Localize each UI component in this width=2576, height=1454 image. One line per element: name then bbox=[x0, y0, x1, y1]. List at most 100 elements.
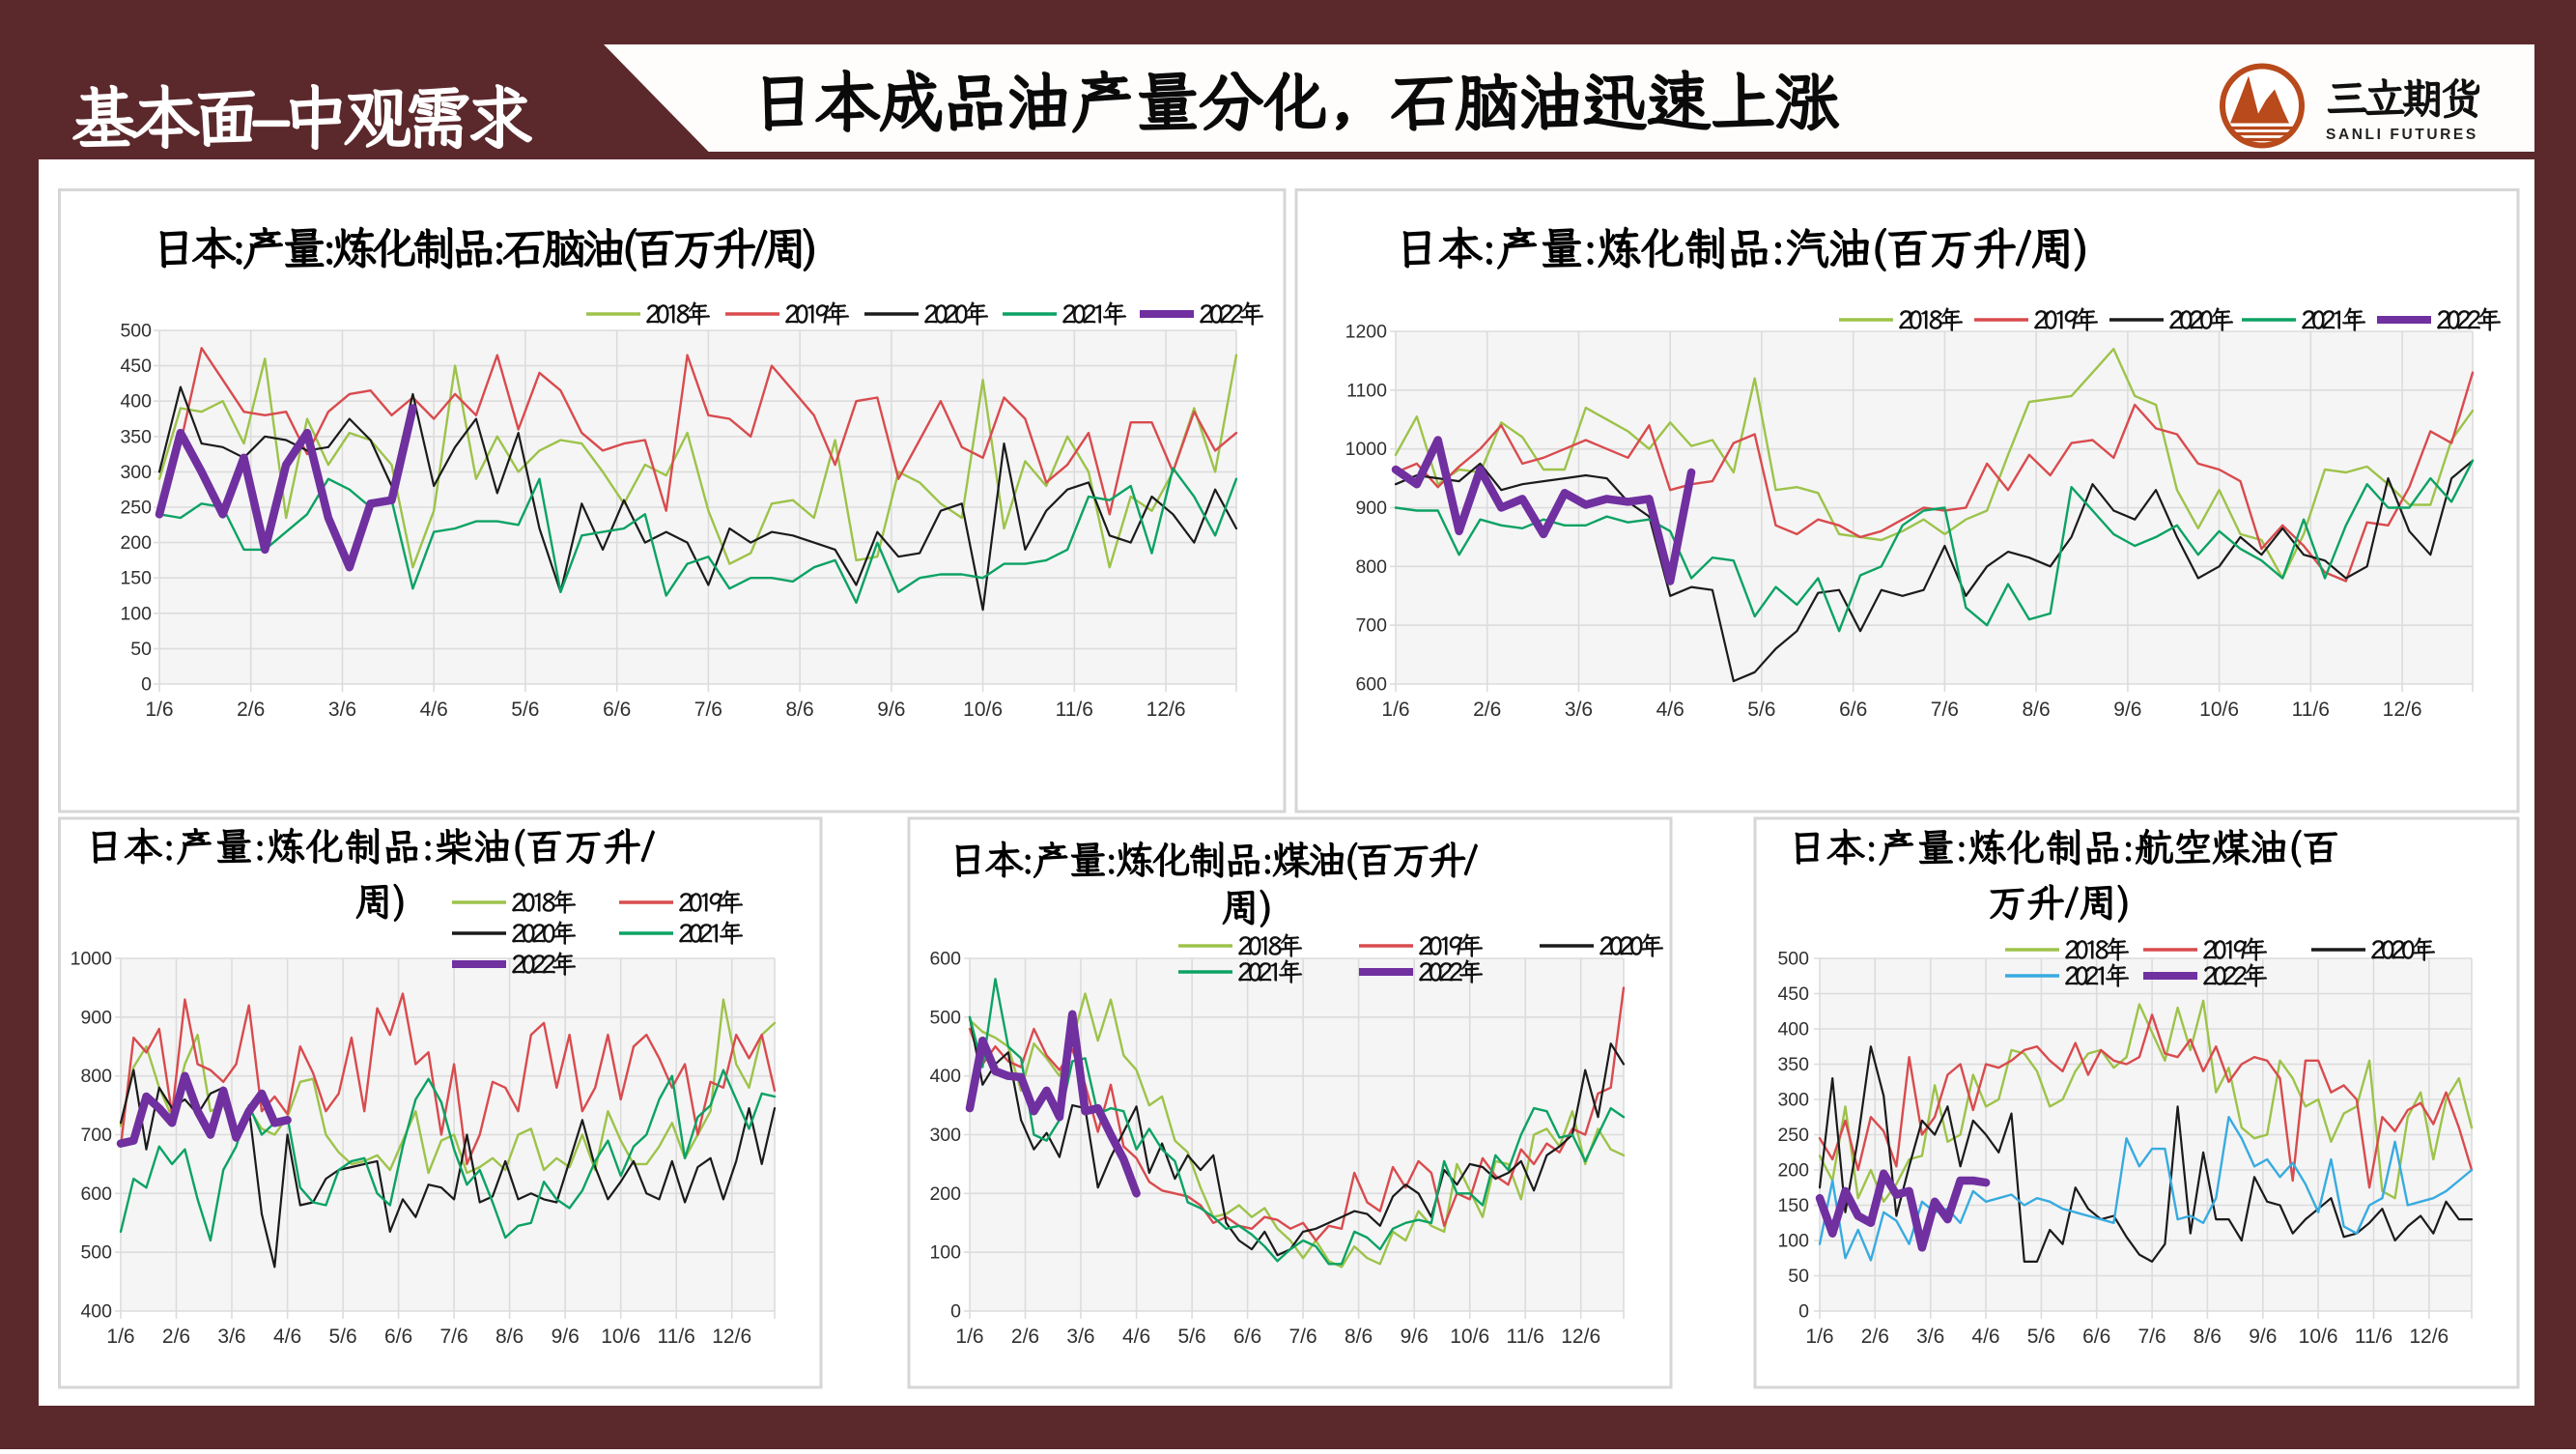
svg-text:2/6: 2/6 bbox=[1473, 698, 1501, 721]
svg-text:250: 250 bbox=[120, 498, 152, 519]
svg-text:1100: 1100 bbox=[1346, 380, 1387, 401]
svg-text:250: 250 bbox=[1777, 1125, 1809, 1146]
svg-text:7/6: 7/6 bbox=[694, 698, 722, 721]
svg-text:150: 150 bbox=[120, 568, 152, 589]
svg-text:200: 200 bbox=[929, 1183, 961, 1205]
svg-text:50: 50 bbox=[1788, 1266, 1809, 1287]
svg-text:10/6: 10/6 bbox=[2199, 698, 2239, 721]
svg-text:7/6: 7/6 bbox=[1931, 698, 1959, 721]
svg-text:2/6: 2/6 bbox=[162, 1326, 190, 1348]
svg-text:900: 900 bbox=[1355, 498, 1387, 519]
svg-text:500: 500 bbox=[929, 1007, 961, 1028]
svg-text:600: 600 bbox=[1355, 674, 1387, 696]
svg-text:1200: 1200 bbox=[1345, 322, 1388, 343]
svg-text:6/6: 6/6 bbox=[2082, 1326, 2110, 1348]
svg-text:9/6: 9/6 bbox=[552, 1326, 580, 1348]
svg-text:3/6: 3/6 bbox=[1066, 1326, 1094, 1348]
svg-text:12/6: 12/6 bbox=[712, 1326, 751, 1348]
svg-text:3/6: 3/6 bbox=[1916, 1326, 1944, 1348]
svg-text:1/6: 1/6 bbox=[145, 698, 173, 721]
svg-text:3/6: 3/6 bbox=[217, 1326, 245, 1348]
svg-text:350: 350 bbox=[120, 426, 152, 447]
svg-text:700: 700 bbox=[1355, 615, 1387, 637]
svg-text:3/6: 3/6 bbox=[1565, 698, 1593, 721]
svg-text:700: 700 bbox=[80, 1125, 112, 1146]
svg-text:8/6: 8/6 bbox=[1345, 1326, 1373, 1348]
svg-text:SANLI FUTURES: SANLI FUTURES bbox=[2326, 127, 2478, 143]
svg-text:8/6: 8/6 bbox=[495, 1326, 524, 1348]
svg-text:2/6: 2/6 bbox=[237, 698, 265, 721]
svg-text:4/6: 4/6 bbox=[273, 1326, 301, 1348]
svg-text:8/6: 8/6 bbox=[785, 698, 813, 721]
svg-text:400: 400 bbox=[80, 1301, 112, 1323]
svg-text:100: 100 bbox=[1777, 1231, 1809, 1252]
svg-text:5/6: 5/6 bbox=[328, 1326, 356, 1348]
svg-text:10/6: 10/6 bbox=[601, 1326, 640, 1348]
svg-text:450: 450 bbox=[120, 356, 152, 377]
svg-text:4/6: 4/6 bbox=[1971, 1326, 1999, 1348]
svg-text:5/6: 5/6 bbox=[1747, 698, 1775, 721]
svg-text:800: 800 bbox=[1355, 556, 1387, 578]
svg-text:0: 0 bbox=[1798, 1301, 1809, 1323]
svg-text:400: 400 bbox=[120, 391, 152, 413]
svg-text:150: 150 bbox=[1777, 1195, 1809, 1216]
svg-text:11/6: 11/6 bbox=[658, 1326, 695, 1348]
svg-text:450: 450 bbox=[1777, 984, 1809, 1005]
svg-text:12/6: 12/6 bbox=[1146, 698, 1186, 721]
svg-text:4/6: 4/6 bbox=[1122, 1326, 1150, 1348]
svg-text:1/6: 1/6 bbox=[106, 1326, 134, 1348]
svg-text:4/6: 4/6 bbox=[1656, 698, 1684, 721]
svg-text:500: 500 bbox=[1777, 949, 1809, 970]
svg-text:9/6: 9/6 bbox=[1401, 1326, 1429, 1348]
svg-text:1/6: 1/6 bbox=[1381, 698, 1409, 721]
svg-text:12/6: 12/6 bbox=[2409, 1326, 2449, 1348]
svg-text:800: 800 bbox=[80, 1066, 112, 1087]
svg-text:300: 300 bbox=[120, 462, 152, 483]
svg-text:6/6: 6/6 bbox=[603, 698, 631, 721]
svg-text:600: 600 bbox=[929, 949, 961, 970]
svg-text:350: 350 bbox=[1777, 1054, 1809, 1075]
svg-text:500: 500 bbox=[80, 1242, 112, 1264]
svg-text:100: 100 bbox=[120, 603, 152, 624]
svg-text:600: 600 bbox=[80, 1183, 112, 1205]
svg-text:10/6: 10/6 bbox=[963, 698, 1003, 721]
svg-text:7/6: 7/6 bbox=[439, 1326, 467, 1348]
svg-text:8/6: 8/6 bbox=[2194, 1326, 2222, 1348]
svg-text:11/6: 11/6 bbox=[2355, 1326, 2392, 1348]
svg-text:2/6: 2/6 bbox=[1011, 1326, 1039, 1348]
svg-text:300: 300 bbox=[1777, 1090, 1809, 1111]
svg-text:4/6: 4/6 bbox=[420, 698, 448, 721]
svg-text:2/6: 2/6 bbox=[1861, 1326, 1889, 1348]
svg-text:1/6: 1/6 bbox=[1805, 1326, 1833, 1348]
svg-text:11/6: 11/6 bbox=[1507, 1326, 1544, 1348]
svg-text:10/6: 10/6 bbox=[2299, 1326, 2338, 1348]
svg-text:6/6: 6/6 bbox=[1233, 1326, 1261, 1348]
svg-text:1/6: 1/6 bbox=[955, 1326, 983, 1348]
svg-text:9/6: 9/6 bbox=[2249, 1326, 2277, 1348]
svg-text:7/6: 7/6 bbox=[2137, 1326, 2166, 1348]
svg-text:8/6: 8/6 bbox=[2022, 698, 2050, 721]
svg-text:300: 300 bbox=[929, 1125, 961, 1146]
svg-text:200: 200 bbox=[1777, 1160, 1809, 1182]
svg-text:100: 100 bbox=[929, 1242, 961, 1264]
svg-text:1000: 1000 bbox=[1345, 439, 1388, 460]
svg-text:1000: 1000 bbox=[71, 949, 113, 970]
svg-text:5/6: 5/6 bbox=[511, 698, 539, 721]
svg-text:0: 0 bbox=[141, 674, 152, 696]
svg-text:11/6: 11/6 bbox=[1056, 698, 1093, 721]
svg-text:500: 500 bbox=[120, 321, 152, 342]
svg-text:3/6: 3/6 bbox=[328, 698, 356, 721]
svg-text:400: 400 bbox=[1777, 1019, 1809, 1041]
svg-text:5/6: 5/6 bbox=[1177, 1326, 1205, 1348]
svg-text:5/6: 5/6 bbox=[2027, 1326, 2055, 1348]
svg-text:900: 900 bbox=[80, 1007, 112, 1028]
svg-text:9/6: 9/6 bbox=[877, 698, 905, 721]
svg-text:9/6: 9/6 bbox=[2113, 698, 2141, 721]
svg-text:12/6: 12/6 bbox=[2383, 698, 2422, 721]
svg-text:0: 0 bbox=[950, 1301, 961, 1323]
svg-text:6/6: 6/6 bbox=[384, 1326, 412, 1348]
svg-text:6/6: 6/6 bbox=[1839, 698, 1867, 721]
svg-text:400: 400 bbox=[929, 1066, 961, 1087]
svg-text:10/6: 10/6 bbox=[1450, 1326, 1489, 1348]
svg-text:7/6: 7/6 bbox=[1288, 1326, 1316, 1348]
